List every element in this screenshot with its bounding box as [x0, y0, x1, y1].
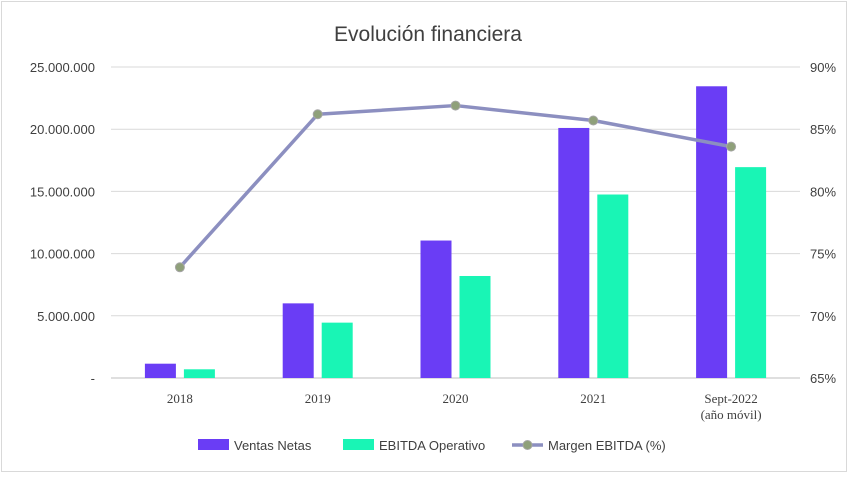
right-tick-label: 65%: [810, 371, 836, 386]
bar-ebitda-operativo: [183, 369, 215, 378]
bar-ventas-netas: [282, 303, 314, 378]
chart-title: Evolución financiera: [334, 23, 522, 46]
x-tick-label: Sept-2022: [704, 391, 757, 406]
x-tick-label: 2021: [580, 391, 606, 406]
margen-ebitda-point: [588, 115, 599, 126]
right-axis-ticks: 65% 70% 75% 80% 85% 90%: [810, 60, 836, 386]
x-tick-label: 2019: [305, 391, 331, 406]
left-tick-label: 15.000.000: [30, 184, 95, 199]
x-axis-ticks: 2018 2019 2020 2021 Sept-2022(año móvil): [167, 391, 762, 422]
bar-series: [144, 86, 767, 379]
left-tick-label: 20.000.000: [30, 122, 95, 137]
legend-marker: [522, 440, 533, 450]
left-tick-label: 10.000.000: [30, 247, 95, 262]
left-tick-label: 25.000.000: [30, 60, 95, 75]
x-tick-label: 2018: [167, 391, 193, 406]
right-tick-label: 85%: [810, 122, 836, 137]
bar-ventas-netas: [558, 127, 590, 379]
bar-ebitda-operativo: [321, 322, 353, 378]
legend-label: Ventas Netas: [234, 438, 312, 453]
right-tick-label: 75%: [810, 247, 836, 262]
legend-swatch: [343, 439, 374, 450]
right-tick-label: 70%: [810, 309, 836, 324]
bar-ebitda-operativo: [459, 275, 491, 378]
legend-label: EBITDA Operativo: [379, 438, 485, 453]
legend-swatch: [198, 439, 229, 450]
x-tick-label: 2020: [443, 391, 469, 406]
legend-label: Margen EBITDA (%): [548, 438, 666, 453]
margen-ebitda-point: [174, 262, 185, 273]
bar-ventas-netas: [144, 363, 176, 378]
margen-ebitda-point: [726, 141, 737, 152]
right-tick-label: 80%: [810, 184, 836, 199]
legend: Ventas Netas EBITDA Operativo Margen EBITD…: [198, 438, 666, 453]
bar-ventas-netas: [696, 86, 728, 379]
gridlines: [111, 66, 800, 379]
left-tick-label: 5.000.000: [37, 309, 95, 324]
bar-ebitda-operativo: [735, 167, 767, 378]
bar-ebitda-operativo: [597, 194, 629, 378]
bar-ventas-netas: [420, 240, 452, 378]
x-tick-label: (año móvil): [701, 407, 762, 422]
margen-ebitda-point: [312, 109, 323, 120]
right-tick-label: 90%: [810, 60, 836, 75]
line-series: [174, 100, 737, 273]
margen-ebitda-point: [450, 100, 461, 111]
margen-ebitda-line: [178, 103, 732, 269]
left-tick-label: -: [91, 371, 95, 386]
left-axis-ticks: - 5.000.000 10.000.000 15.000.000 20.000.000…: [30, 60, 95, 386]
